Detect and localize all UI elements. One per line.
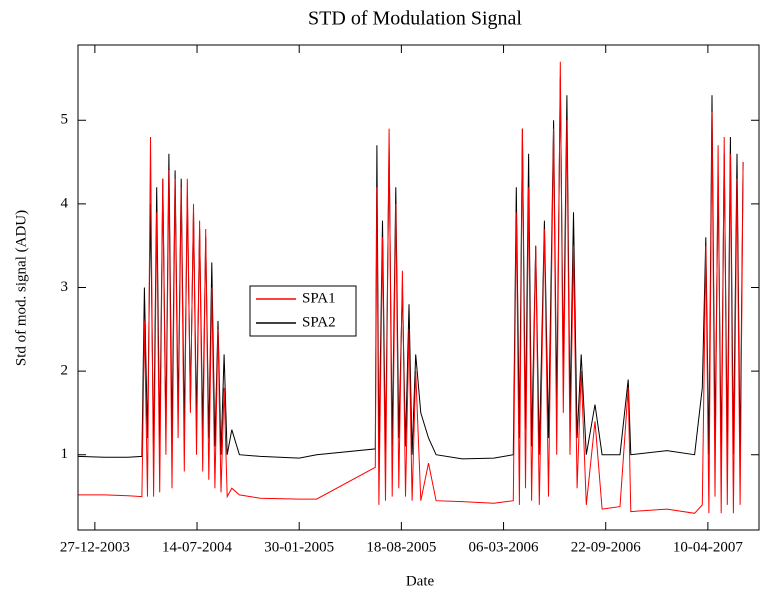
x-tick-label: 18-08-2005 xyxy=(366,539,436,555)
x-tick-label: 22-09-2006 xyxy=(571,539,641,555)
x-tick-label: 10-04-2007 xyxy=(673,539,743,555)
x-tick-label: 14-07-2004 xyxy=(162,539,232,555)
legend-label: SPA1 xyxy=(302,290,336,306)
legend-label: SPA2 xyxy=(302,314,336,330)
y-axis-label: Std of mod. signal (ADU) xyxy=(13,210,29,366)
y-tick-label: 1 xyxy=(61,446,69,462)
y-tick-label: 5 xyxy=(61,112,69,128)
x-tick-label: 06-03-2006 xyxy=(469,539,539,555)
chart-title: STD of Modulation Signal xyxy=(308,8,522,30)
y-tick-label: 4 xyxy=(61,195,69,211)
y-tick-label: 2 xyxy=(61,363,69,379)
x-axis-label: Date xyxy=(406,573,435,589)
legend-box xyxy=(249,285,357,337)
x-tick-label: 27-12-2003 xyxy=(60,539,130,555)
y-tick-label: 3 xyxy=(61,279,69,295)
data-line xyxy=(78,61,744,514)
x-tick-label: 30-01-2005 xyxy=(264,539,334,555)
